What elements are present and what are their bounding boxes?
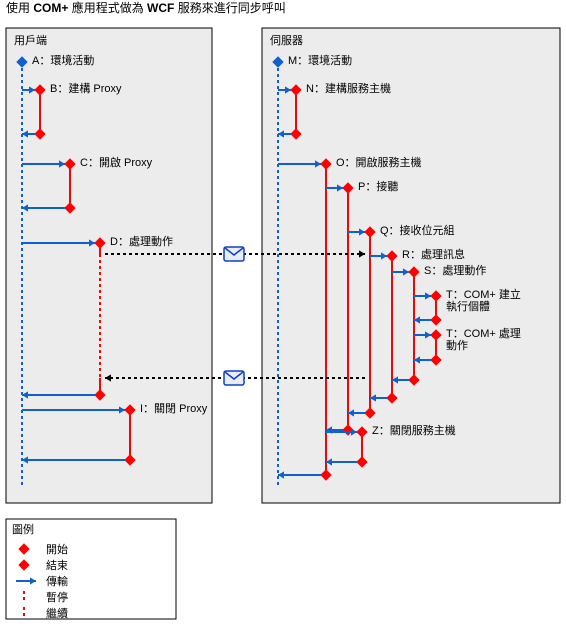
server.activities.N: N：建構服務主機 <box>306 81 391 95</box>
server.activities.T1b: 執行個體 <box>446 300 490 313</box>
legend.resume: 繼續 <box>46 606 68 620</box>
client.activities.A: A：環境活動 <box>32 53 94 67</box>
mail-icon-in <box>224 371 244 385</box>
server.activities.T2a: T：COM+ 處理 <box>446 326 521 340</box>
server.activities.T2b: 動作 <box>446 338 468 352</box>
server.activities.R: R：處理訊息 <box>402 247 465 261</box>
legend.title: 圖例 <box>12 522 34 536</box>
client.activities.D: D：處理動作 <box>110 234 173 248</box>
mail-icon-out <box>224 247 244 261</box>
client.activities.B: B：建構 Proxy <box>50 81 122 95</box>
legend.end: 結束 <box>46 558 68 572</box>
legend.transfer: 傳輸 <box>46 574 68 588</box>
server.activities.Z: Z：關閉服務主機 <box>372 423 456 437</box>
legend.suspend: 暫停 <box>46 590 68 604</box>
server.activities.P: P：接聽 <box>358 180 398 193</box>
server.activities.S: S：處理動作 <box>424 263 486 277</box>
server.activities.T1a: T：COM+ 建立 <box>446 287 521 301</box>
client-title: 用戶端 <box>14 34 47 47</box>
page-title: 使用 COM+ 應用程式做為 WCF 服務來進行同步呼叫 <box>6 0 286 15</box>
client-panel <box>6 28 212 503</box>
server-title: 伺服器 <box>270 34 303 47</box>
client.activities.I: I：關閉 Proxy <box>140 402 208 415</box>
server.activities.M: M：環境活動 <box>288 53 352 67</box>
server.activities.Q: Q：接收位元組 <box>380 223 455 237</box>
client.activities.C: C：開啟 Proxy <box>80 155 153 169</box>
legend.start: 開始 <box>46 542 68 556</box>
server.activities.O: O：開啟服務主機 <box>336 155 422 169</box>
